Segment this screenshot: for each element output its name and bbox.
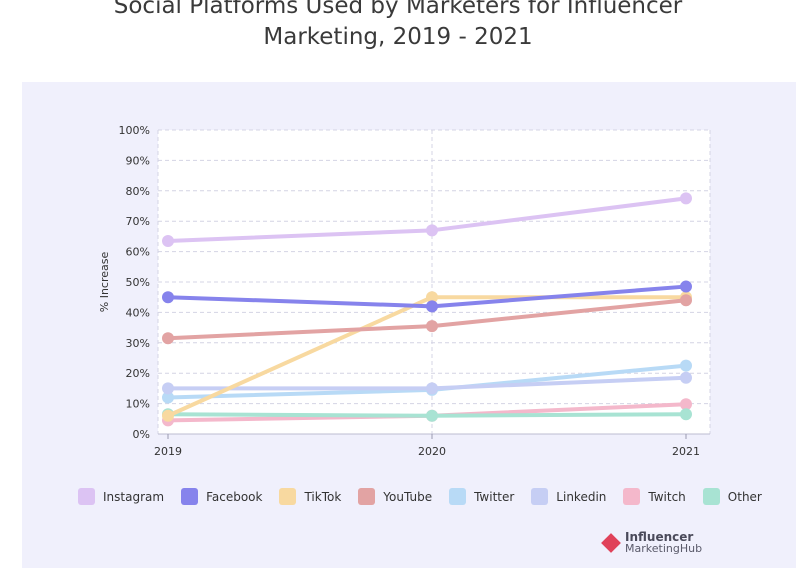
- legend-label-instagram: Instagram: [103, 489, 165, 504]
- y-tick-label: 10%: [126, 398, 150, 411]
- legend-item-twitch: Twitch: [623, 488, 686, 505]
- y-tick-label: 100%: [119, 124, 150, 137]
- legend-label-tiktok: TikTok: [304, 489, 342, 504]
- y-tick-label: 50%: [126, 276, 150, 289]
- y-tick-label: 40%: [126, 306, 150, 319]
- data-point-twitch: [680, 398, 692, 411]
- legend-swatch-twitch: [623, 488, 641, 505]
- chart-legend: Instagram Facebook TikTok YouTube Twitter Lin…: [78, 488, 779, 505]
- data-point-facebook: [680, 280, 692, 293]
- y-tick-label: 30%: [126, 337, 150, 350]
- data-point-instagram: [680, 192, 692, 205]
- brand-mark-icon: [601, 533, 621, 553]
- data-point-other: [680, 408, 692, 421]
- legend-label-other: Other: [727, 489, 762, 504]
- y-tick-label: 20%: [126, 367, 150, 380]
- data-point-youtube: [162, 332, 174, 345]
- legend-swatch-linkedin: [531, 488, 549, 505]
- legend-item-linkedin: Linkedin: [531, 488, 606, 505]
- legend-label-twitch: Twitch: [648, 489, 686, 504]
- data-point-facebook: [162, 291, 174, 304]
- data-point-youtube: [426, 320, 438, 333]
- legend-label-linkedin: Linkedin: [556, 489, 607, 504]
- data-point-instagram: [426, 224, 438, 237]
- data-point-linkedin: [680, 371, 692, 384]
- x-tick-label: 2020: [418, 445, 446, 458]
- data-point-youtube: [680, 294, 692, 307]
- data-point-tiktok: [426, 291, 438, 304]
- y-axis-title: % Increase: [98, 252, 111, 313]
- x-tick-label: 2021: [672, 445, 700, 458]
- data-point-linkedin: [426, 382, 438, 395]
- y-tick-label: 80%: [126, 185, 150, 198]
- legend-item-youtube: YouTube: [358, 488, 432, 505]
- legend-swatch-other: [702, 488, 720, 505]
- legend-swatch-twitter: [449, 488, 467, 505]
- y-tick-label: 0%: [133, 428, 150, 441]
- y-tick-label: 60%: [126, 246, 150, 259]
- data-point-other: [426, 409, 438, 422]
- brand-name-line1: Influencer: [625, 530, 694, 544]
- data-point-twitter: [680, 359, 692, 372]
- chart-title-line2: Marketing, 2019 - 2021: [263, 24, 533, 50]
- legend-item-instagram: Instagram: [78, 488, 164, 505]
- x-tick-label: 2019: [154, 445, 182, 458]
- legend-item-twitter: Twitter: [449, 488, 514, 505]
- data-point-facebook: [426, 300, 438, 313]
- legend-swatch-tiktok: [279, 488, 297, 505]
- data-point-twitter: [162, 391, 174, 404]
- legend-swatch-instagram: [78, 488, 95, 505]
- y-tick-label: 90%: [126, 154, 150, 167]
- chart-title-line1: Social Platforms Used by Marketers for I…: [113, 0, 683, 19]
- legend-swatch-facebook: [181, 488, 199, 505]
- legend-label-twitter: Twitter: [474, 489, 515, 504]
- legend-item-other: Other: [702, 488, 762, 505]
- legend-item-facebook: Facebook: [181, 488, 262, 505]
- y-tick-label: 70%: [126, 215, 150, 228]
- chart-title: Social Platforms Used by Marketers for I…: [0, 0, 796, 53]
- data-point-tiktok: [162, 409, 174, 422]
- data-point-linkedin: [162, 382, 174, 395]
- legend-swatch-youtube: [358, 488, 376, 505]
- brand-logo: Influencer MarketingHub: [601, 530, 703, 555]
- legend-item-tiktok: TikTok: [279, 488, 341, 505]
- data-point-instagram: [162, 234, 174, 247]
- brand-name-line2: MarketingHub: [625, 542, 703, 555]
- legend-label-youtube: YouTube: [383, 489, 433, 504]
- legend-label-facebook: Facebook: [206, 489, 263, 504]
